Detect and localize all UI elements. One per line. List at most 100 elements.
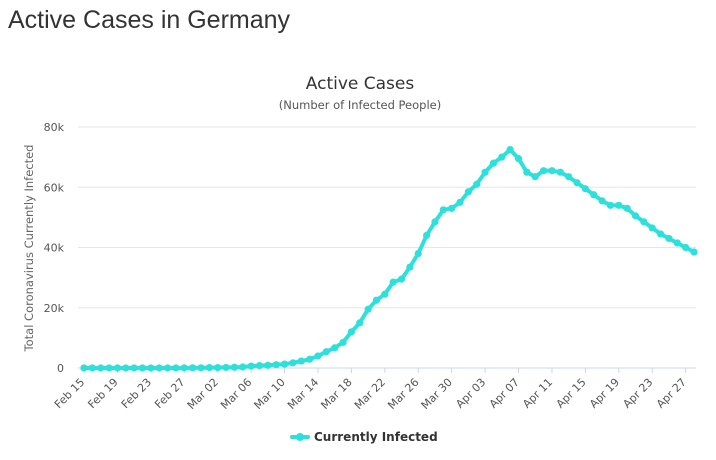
data-point[interactable] [448,204,456,212]
data-point[interactable] [147,364,155,372]
series-line[interactable] [82,147,696,370]
data-point[interactable] [556,168,564,176]
data-point[interactable] [548,167,556,175]
data-point[interactable] [113,364,122,372]
x-tick-label: Feb 15 [52,376,87,411]
data-point[interactable] [297,357,305,365]
y-tick-label: 20k [44,302,65,315]
data-point[interactable] [180,364,188,372]
data-point[interactable] [573,179,581,187]
x-tick-label: Mar 18 [318,376,354,412]
data-point[interactable] [506,145,514,154]
data-point[interactable] [138,364,147,372]
data-point[interactable] [80,364,88,372]
x-tick-label: Mar 14 [285,376,321,412]
data-point[interactable] [423,231,431,240]
x-tick-label: Feb 19 [85,376,120,411]
data-point[interactable] [255,361,264,370]
data-point[interactable] [481,168,489,176]
data-point[interactable] [97,364,105,372]
data-point[interactable] [289,359,297,367]
data-point[interactable] [130,364,138,372]
x-tick-label: Mar 26 [385,376,421,412]
legend-label-currently-infected[interactable]: Currently Infected [314,430,438,444]
data-point[interactable] [648,224,656,232]
x-tick-label: Mar 02 [185,376,221,412]
data-point[interactable] [606,201,615,209]
x-tick-label: Mar 06 [218,376,254,412]
data-point[interactable] [364,305,372,313]
x-tick-label: Feb 27 [152,376,187,411]
data-point[interactable] [389,278,397,286]
data-point[interactable] [306,355,314,363]
data-point[interactable] [314,352,322,360]
data-point[interactable] [565,173,573,181]
data-point[interactable] [690,248,698,256]
data-point[interactable] [280,360,289,368]
x-tick-label: Mar 10 [252,376,288,412]
data-point[interactable] [356,319,364,327]
legend[interactable]: Currently Infected [290,430,438,444]
y-tick-label: 0 [57,362,64,375]
x-tick-label: Apr 15 [554,376,589,411]
data-point[interactable] [431,218,439,226]
data-point[interactable] [615,201,623,209]
data-point[interactable] [406,263,414,271]
data-point[interactable] [347,328,355,336]
y-axis-ticks: 0 20k 40k 60k 80k [44,121,65,375]
data-point[interactable] [372,296,381,304]
data-point[interactable] [239,363,247,371]
data-point[interactable] [590,191,598,199]
x-tick-label: Apr 07 [487,376,522,411]
data-point[interactable] [230,363,239,371]
data-point[interactable] [222,363,230,372]
grid-lines [78,126,696,309]
data-point[interactable] [197,364,205,372]
data-point[interactable] [414,249,422,258]
data-point[interactable] [682,243,690,252]
data-point[interactable] [105,364,113,372]
data-point[interactable] [163,364,172,372]
data-point[interactable] [581,185,589,193]
data-point[interactable] [214,363,222,372]
data-point[interactable] [623,204,631,212]
data-point[interactable] [205,364,213,372]
y-tick-label: 60k [44,181,65,194]
data-point[interactable] [439,206,447,214]
data-point[interactable] [397,275,406,283]
data-point[interactable] [331,344,339,352]
data-point[interactable] [498,153,506,161]
x-tick-label: Apr 19 [587,376,622,411]
data-point[interactable] [665,234,673,243]
data-point[interactable] [514,155,523,163]
data-point[interactable] [88,364,96,372]
data-point[interactable] [673,239,681,247]
data-point[interactable] [473,180,481,188]
data-point[interactable] [264,361,272,369]
data-point[interactable] [531,173,539,181]
data-point[interactable] [631,212,640,220]
data-point[interactable] [381,290,389,298]
data-point[interactable] [598,197,606,205]
data-point[interactable] [640,218,648,226]
x-tick-label: Apr 11 [520,376,555,411]
legend-symbol-marker [296,433,304,441]
data-point[interactable] [656,230,665,238]
data-point[interactable] [272,361,280,369]
data-point[interactable] [539,167,548,175]
data-point[interactable] [322,348,330,356]
data-point[interactable] [189,364,197,372]
data-point[interactable] [489,159,498,167]
y-axis-title: Total Coronavirus Currently Infected [22,145,36,353]
y-tick-label: 40k [44,242,65,255]
data-point[interactable] [247,362,255,370]
data-point[interactable] [523,168,531,176]
data-point[interactable] [464,188,472,196]
data-point[interactable] [172,364,180,372]
data-point[interactable] [155,364,163,372]
data-point[interactable] [456,198,464,206]
data-point[interactable] [339,338,347,346]
data-point[interactable] [122,364,130,372]
series-currently-infected[interactable] [80,145,698,372]
